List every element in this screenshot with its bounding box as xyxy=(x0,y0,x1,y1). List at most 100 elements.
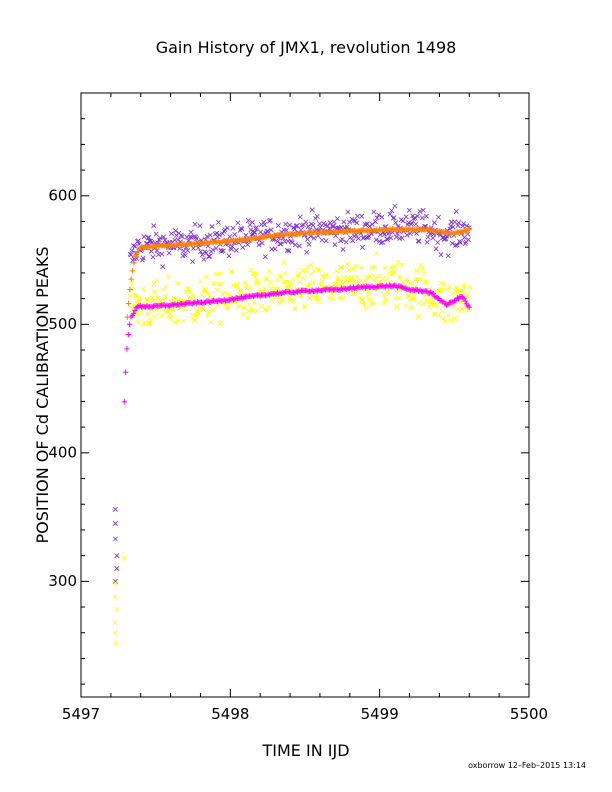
series-2-point xyxy=(122,369,129,375)
series-0-point xyxy=(112,506,118,512)
series-0-point xyxy=(160,264,166,270)
series-1-point xyxy=(154,277,160,283)
series-1-point xyxy=(269,297,275,303)
series-1-point xyxy=(243,285,249,291)
series-2-point xyxy=(252,292,258,299)
series-0-point xyxy=(413,221,419,227)
series-1-point xyxy=(411,295,417,301)
series-0-point xyxy=(296,243,302,249)
series-2-point xyxy=(132,307,138,314)
series-3-point xyxy=(133,251,140,257)
series-1-point xyxy=(246,302,252,308)
series-0-point xyxy=(309,207,315,213)
series-0-point xyxy=(453,208,459,214)
series-1-point xyxy=(382,265,388,271)
series-1-point xyxy=(453,288,458,294)
series-1-point xyxy=(155,295,161,301)
series-0-point xyxy=(240,244,246,250)
series-1-point xyxy=(206,309,212,315)
series-1-point xyxy=(376,273,382,279)
x-tick-label-3: 5500 xyxy=(510,705,548,723)
series-1-point xyxy=(278,274,284,280)
series-1-point xyxy=(407,280,413,286)
series-0-point xyxy=(192,221,198,227)
series-1-point xyxy=(158,313,164,319)
series-1-point xyxy=(182,306,188,312)
series-3-point xyxy=(466,225,472,231)
series-0-point xyxy=(409,220,415,226)
series-0-point xyxy=(389,208,395,214)
series-0-point xyxy=(286,248,292,254)
series-1-point xyxy=(306,281,312,287)
series-1-point xyxy=(188,290,194,296)
series-1-point xyxy=(458,299,464,305)
series-1-point xyxy=(282,270,288,276)
series-1-point xyxy=(360,300,366,306)
series-0-point xyxy=(462,241,468,247)
series-1-point xyxy=(287,295,293,301)
series-0-point xyxy=(310,222,316,228)
chart-title: Gain History of JMX1, revolution 1498 xyxy=(156,38,457,57)
series-0-point xyxy=(297,214,303,220)
series-0-point xyxy=(453,242,458,248)
series-1-point xyxy=(387,279,393,285)
series-2-point xyxy=(121,399,128,405)
x-tick-label-2: 5499 xyxy=(361,705,399,723)
series-1-point xyxy=(442,318,448,324)
series-1-point xyxy=(404,276,410,282)
x-tick-label-1: 5498 xyxy=(211,705,249,723)
series-0-point xyxy=(220,231,225,237)
series-1-point xyxy=(198,278,204,284)
series-0-point xyxy=(150,254,156,260)
series-1-point xyxy=(121,555,127,561)
series-0-point xyxy=(294,223,300,229)
series-1-point xyxy=(302,303,308,309)
series-1-point xyxy=(224,305,230,311)
series-1-point xyxy=(162,293,168,299)
series-1-point xyxy=(248,267,254,273)
series-1-point xyxy=(336,282,342,288)
series-1-point xyxy=(112,581,118,587)
series-1-point xyxy=(228,269,234,275)
series-0-point xyxy=(347,219,353,225)
series-1-point xyxy=(214,287,220,293)
series-1-point xyxy=(439,287,445,293)
x-axis-label: TIME IN IJD xyxy=(261,741,349,760)
series-1-point xyxy=(461,283,467,288)
series-0-point xyxy=(403,214,409,220)
series-1-point xyxy=(372,275,378,281)
series-0-point xyxy=(198,249,204,255)
series-1-point xyxy=(234,281,240,287)
series-1-point xyxy=(203,274,209,280)
series-1-point xyxy=(127,293,133,299)
series-1-point xyxy=(465,292,471,298)
series-1-point xyxy=(225,291,231,296)
series-0-point xyxy=(449,240,455,246)
series-0-point xyxy=(373,237,379,243)
series-1-point xyxy=(279,297,285,303)
series-0-point xyxy=(419,215,425,221)
series-1-point xyxy=(114,607,120,613)
series-0-point xyxy=(275,222,281,228)
series-0-point xyxy=(455,223,461,229)
data-points xyxy=(112,203,472,646)
series-0-point xyxy=(450,224,456,230)
series-1-point xyxy=(354,274,360,280)
series-2-point xyxy=(429,290,435,296)
series-0-point xyxy=(344,224,350,230)
series-1-point xyxy=(445,313,451,319)
series-0-point xyxy=(151,223,157,229)
series-0-point xyxy=(154,248,160,253)
series-0-point xyxy=(425,234,431,240)
series-1-point xyxy=(219,320,225,326)
series-2-point xyxy=(316,287,322,293)
series-0-point xyxy=(190,245,196,251)
series-1-point xyxy=(423,278,429,284)
series-1-point xyxy=(391,270,397,276)
series-0-point xyxy=(406,207,412,213)
series-1-point xyxy=(161,297,167,303)
series-3-point xyxy=(131,260,137,266)
series-2-point xyxy=(250,293,257,299)
series-1-point xyxy=(138,310,144,316)
series-1-point xyxy=(253,271,259,277)
